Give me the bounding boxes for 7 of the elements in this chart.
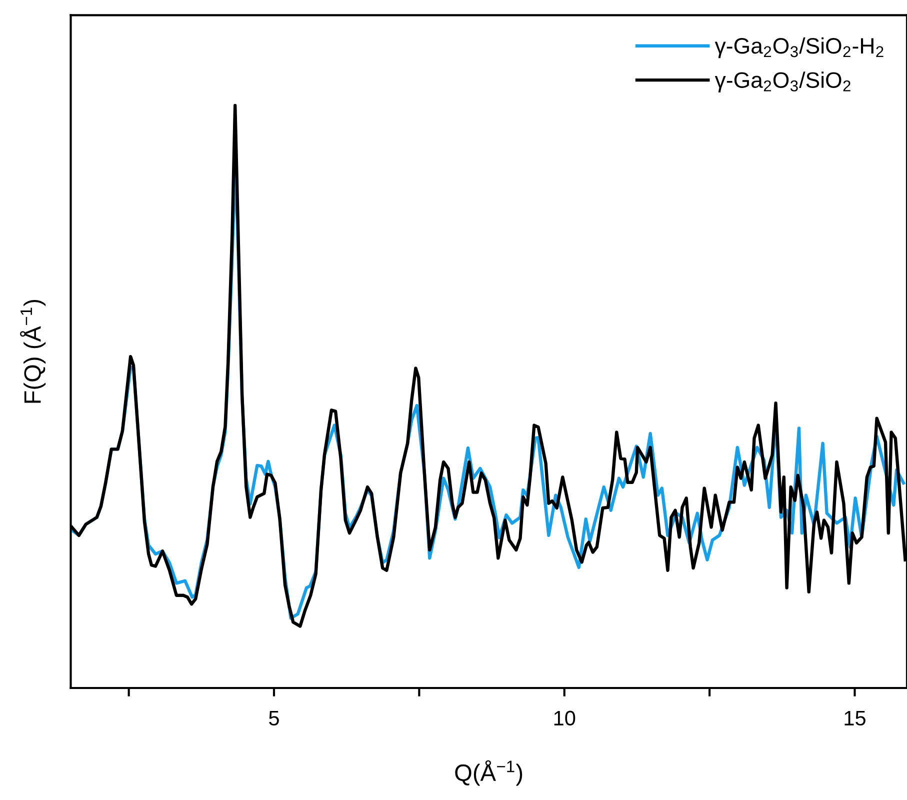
legend-label: γ-Ga$_{2}$O$_{3}$/SiO$_{2}$ <box>714 72 850 92</box>
x-tick-label: 15 <box>844 710 866 726</box>
legend-label: γ-Ga$_{2}$O$_{3}$/SiO$_{2}$-H$_{2}$ <box>714 37 884 58</box>
x-axis-title: Q(Å$^{−1}$) <box>455 760 522 786</box>
x-tick-label: 5 <box>269 710 279 726</box>
x-tick-label: 10 <box>554 710 576 726</box>
y-axis-title: F(Q) (Å$^{−1}$) <box>20 300 46 403</box>
